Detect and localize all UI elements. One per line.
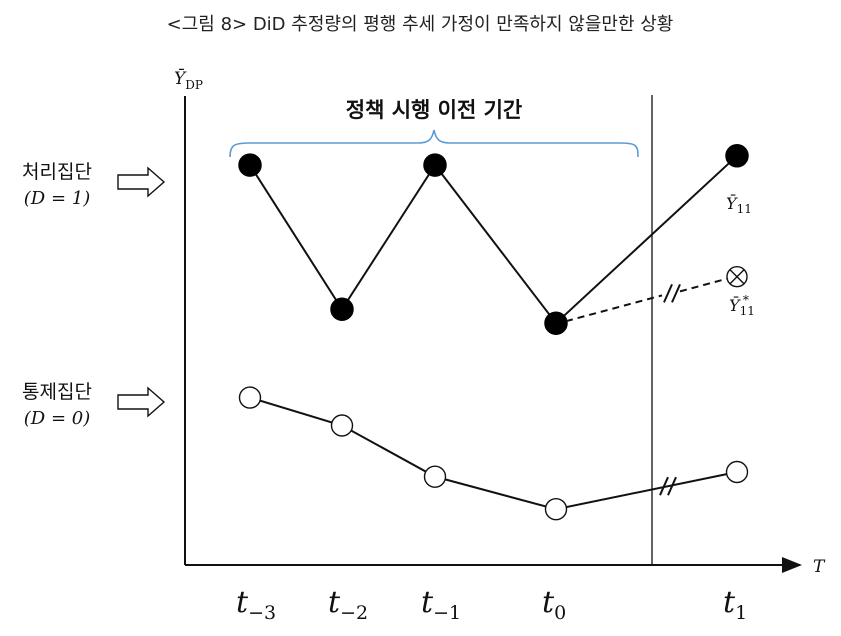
control-point-1 [330,414,354,437]
tick-label-layer: t−3 t−2 t−1 t0 t1 [236,585,747,624]
treatment-arrow-icon [117,166,166,198]
control-group-label: 통제집단 [22,381,92,403]
observed-point-label: Ȳ11 [726,193,752,216]
y-axis-label: ȲDP [174,68,203,92]
x-tick-label-1: t−2 [328,585,368,624]
counterfactual-dashed-line-end [679,277,728,293]
treatment-series-line [249,155,738,325]
x-tick-label-4: t1 [723,585,747,624]
treatment-point-3 [544,311,568,335]
treatment-point-1 [330,297,354,321]
counterfactual-dashed-line [565,294,663,323]
control-arrow-icon [117,386,166,418]
treatment-d-value: (D = 1) [24,188,90,209]
counterfactual-x-mark-b [729,269,745,285]
counterfactual-layer [565,266,748,323]
control-point-4 [725,460,749,484]
pre-policy-bracket [229,129,639,158]
control-break-mark-1 [667,476,677,496]
treatment-point-4 [725,144,749,168]
control-series-line [249,396,557,511]
counterfactual-break-mark-1 [671,283,681,303]
figure-title: <그림 8> DiD 추정량의 평행 추세 가정이 만족하지 않을만한 상황 [167,14,674,35]
treatment-point-2 [423,153,447,177]
control-point-2 [423,465,447,488]
bracket-label: 정책 시행 이전 기간 [346,98,523,122]
control-point-0 [238,386,262,409]
treatment-point-0 [238,153,262,177]
counterfactual-break-mark-0 [663,283,673,303]
series-layer [238,144,749,521]
x-tick-label-2: t−1 [421,585,461,624]
control-point-3 [544,498,568,521]
control-break-mark-0 [659,476,669,496]
counterfactual-point-label: Ȳ11* [729,293,755,318]
x-tick-label-0: t−3 [236,585,276,624]
control-d-value: (D = 0) [24,408,90,429]
x-tick-label-3: t0 [542,585,566,624]
control-series-final-segment [555,471,738,511]
x-axis-label: T [813,557,826,577]
treatment-group-label: 처리집단 [22,161,92,183]
